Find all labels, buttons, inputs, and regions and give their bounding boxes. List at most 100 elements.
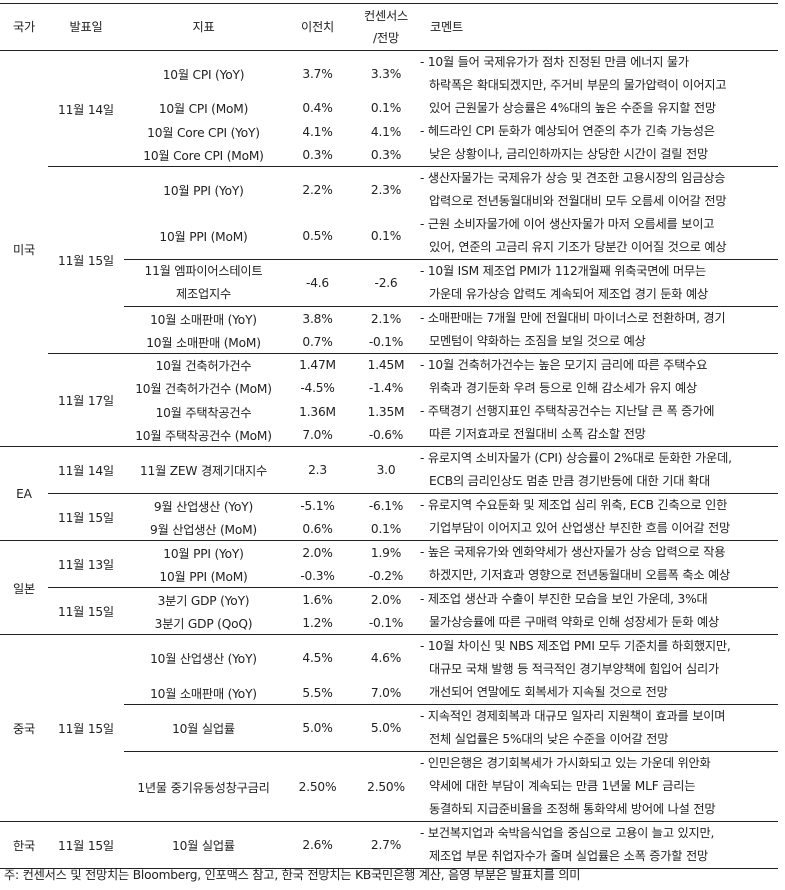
comment-line: - 소매판매는 7개월 만에 전월대비 마이너스로 전환하며, 경기 <box>420 311 726 325</box>
table-row: 11월 15일 10월 PPI (YoY) 2.2% 2.3% - 생산자물가는 국제유… <box>0 166 778 354</box>
table-row: 중국 11월 15일 10월 산업생산 (YoY) 4.5% 4.6% - 10월 차이신… <box>0 634 778 822</box>
comment-cell: - 제조업 생산과 수출이 부진한 모습을 보인 가운데, 3%대 물가상승률에 … <box>420 587 778 635</box>
comment-cell: - 10월 들어 국제유가가 점차 진정된 만큼 에너지 물가 하락폭은 확대되겠… <box>420 50 778 167</box>
comment-line: - 유로지역 수요둔화 및 제조업 심리 위축, ECB 긴축으로 인한 <box>420 498 728 512</box>
previous-value-cell: 5.0% <box>283 704 352 752</box>
indicator-cell: 10월 소매판매 (YoY) <box>150 312 257 327</box>
comment-line: - 생산자물가는 국제유가 상승 및 견조한 고용시장의 임금상승 <box>420 171 726 185</box>
comment-line: - 주택경기 선행지표인 주택착공건수는 지난달 큰 폭 증가에 <box>420 404 715 418</box>
table-row: 11월 엠파이어스테이트 제조업지수 -4.6 -2.6- 10월 ISM 제조업 P… <box>0 259 778 307</box>
consensus-value-cell: 0.1% <box>352 212 420 260</box>
comment-line: 위축과 경기둔화 우려 등으로 인해 감소세가 유지 예상 <box>429 381 697 395</box>
indicator-cell: 10월 PPI (YoY) <box>163 183 244 198</box>
comment-line: - 인민은행은 경기회복세가 가시화되고 있는 가운데 위안화 <box>420 756 711 770</box>
previous-value-cell: 0.3% <box>283 143 352 168</box>
indicator-cell: 10월 CPI (YoY) <box>162 67 245 82</box>
indicator-cell: 10월 주택착공건수 <box>155 405 252 420</box>
consensus-value-cell: -0.2% <box>352 564 420 588</box>
economic-calendar-table: 국가 발표일 지표 이전치 컨센서스 /전망 코멘트 미국 11월 14일 10월 … <box>0 3 778 869</box>
indicator-cell: 10월 산업생산 (YoY) <box>150 652 257 667</box>
table-row: 10월 PPI (MoM) 0.5% 0.1% <box>0 212 778 260</box>
header-consensus-line1: 컨센서스 <box>363 9 409 23</box>
comment-line: - 헤드라인 CPI 둔화가 예상되어 연준의 추가 긴축 가능성은 <box>420 124 715 138</box>
header-comment: 코멘트 <box>420 3 778 51</box>
table-row: 10월 소매판매 (YoY) 5.5% 7.0% <box>0 681 778 706</box>
release-date-cell: 11월 15일 <box>48 166 124 354</box>
indicator-cell: 10월 Core CPI (YoY) <box>147 125 260 140</box>
consensus-value-cell: 2.50% <box>352 751 420 822</box>
previous-value-cell: 3.7% <box>302 66 333 81</box>
release-date-cell: 11월 15일 <box>48 634 124 822</box>
previous-value-cell: 2.6% <box>283 821 352 869</box>
previous-value-cell: -4.6 <box>283 259 352 307</box>
indicator-line: 11월 엠파이어스테이트 <box>144 264 263 278</box>
comment-line: 동결하되 지급준비율을 조정해 통화약세 방어에 나설 전망 <box>429 802 716 816</box>
table-header-row: 국가 발표일 지표 이전치 컨센서스 /전망 코멘트 <box>0 3 778 51</box>
indicator-cell: 10월 실업률 <box>124 704 283 752</box>
table-row: 10월 소매판매 (MoM) 0.7% -0.1% <box>0 330 778 354</box>
comment-line: 물가상승률에 따른 구매력 약화로 인해 성장세가 둔화 예상 <box>429 615 720 629</box>
consensus-value-cell: 2.3% <box>370 182 402 197</box>
comment-line: - 보건복지업과 숙박음식업을 중심으로 고용이 늘고 있지만, <box>420 826 715 840</box>
indicator-cell: 10월 PPI (YoY) <box>163 546 244 561</box>
comment-line: 약세에 대한 부담이 계속되는 만큼 1년물 MLF 금리는 <box>429 779 696 793</box>
comment-line: ECB의 금리인상도 멈춘 만큼 경기반등에 대한 기대 확대 <box>429 474 710 488</box>
consensus-value-cell: 3.0 <box>352 446 420 494</box>
comment-line: 하락폭은 확대되겠지만, 주거비 부문의 물가압력이 이어지고 <box>429 78 727 92</box>
table-row: 일본 11월 13일 10월 PPI (YoY) 2.0% 1.9% - 높은 국제유가와… <box>0 540 778 635</box>
comment-line: 낮은 상황이나, 금리인하까지는 상당한 시간이 걸릴 전망 <box>429 147 709 161</box>
previous-value-cell: 1.36M <box>299 404 336 419</box>
previous-value-cell: 1.6% <box>302 592 333 607</box>
table-row: 3분기 GDP (QoQ) 1.2% -0.1% <box>0 611 778 635</box>
country-cell: 미국 <box>0 50 48 447</box>
country-cell: 중국 <box>0 634 48 822</box>
previous-value-cell: 2.2% <box>302 182 333 197</box>
header-consensus: 컨센서스 /전망 <box>352 3 420 51</box>
indicator-cell: 3분기 GDP (YoY) <box>157 593 250 608</box>
table-row: 10월 주택착공건수 1.36M 1.35M <box>0 400 778 423</box>
consensus-value-cell: -0.1% <box>352 611 420 635</box>
table-row: 미국 11월 14일 10월 CPI (YoY) 3.7% 3.3% - 10월 들어 국… <box>0 50 778 447</box>
consensus-value-cell: 1.35M <box>367 404 405 419</box>
table-row: EA 11월 14일 11월 ZEW 경제기대지수 2.3 3.0- 유로지역 소비자물… <box>0 446 778 541</box>
previous-value-cell: 2.0% <box>302 545 333 560</box>
consensus-value-cell: -6.1% <box>368 498 404 513</box>
comment-line: - 10월 ISM 제조업 PMI가 112개월째 위축국면에 머무는 <box>420 264 706 278</box>
comment-line: 제조업 부문 취업자수가 줄며 실업률은 소폭 증가할 전망 <box>429 849 709 863</box>
previous-value-cell: 7.0% <box>283 423 352 448</box>
comment-line: 가운데 유가상승 압력도 계속되어 제조업 경기 둔화 예상 <box>429 287 709 301</box>
indicator-cell: 10월 건축허가건수 (MoM) <box>135 382 272 397</box>
release-date-cell: 11월 14일 <box>48 446 124 494</box>
header-previous: 이전치 <box>283 3 352 51</box>
comment-line: - 유로지역 소비자물가 (CPI) 상승률이 2%대로 둔화한 가운데, <box>420 451 732 465</box>
indicator-line: 제조업지수 <box>175 287 232 301</box>
consensus-value-cell: 4.1% <box>370 124 402 139</box>
indicator-cell: 10월 소매판매 (MoM) <box>124 330 283 354</box>
comment-line: - 10월 건축허가건수는 높은 모기지 금리에 따른 주택수요 <box>420 358 708 372</box>
release-date-cell: 11월 14일 <box>48 50 124 167</box>
comment-line: - 지속적인 경제회복과 대규모 일자리 지원책이 효과를 보이며 <box>420 709 726 723</box>
table-row: 11월 17일 10월 건축허가건수 1.47M 1.45M - 10월 건축허가건수는… <box>0 353 778 447</box>
release-date-cell: 11월 15일 <box>48 587 124 635</box>
table-row: 10월 주택착공건수 (MoM) 7.0% -0.6% <box>0 423 778 448</box>
comment-cell: - 10월 차이신 및 NBS 제조업 PMI 모두 기준치를 하회했지만, 대규… <box>420 634 778 705</box>
consensus-value-cell: -1.4% <box>368 381 404 396</box>
indicator-cell: 1년물 중기유동성창구금리 <box>124 751 283 822</box>
comment-line: - 10월 차이신 및 NBS 제조업 PMI 모두 기준치를 하회했지만, <box>420 639 731 653</box>
indicator-cell: 10월 PPI (MoM) <box>124 564 283 588</box>
previous-value-cell: 2.50% <box>283 751 352 822</box>
comment-line: 모멘텀이 약화하는 조짐을 보일 것으로 예상 <box>429 334 646 348</box>
indicator-cell: 10월 Core CPI (MoM) <box>124 143 283 168</box>
indicator-cell: 10월 CPI (MoM) <box>158 102 249 117</box>
table-row: 10월 건축허가건수 (MoM) -4.5% -1.4% <box>0 377 778 400</box>
consensus-value-cell: 0.3% <box>352 143 420 168</box>
consensus-value-cell: 1.45M <box>367 358 405 373</box>
comment-cell: - 보건복지업과 숙박음식업을 중심으로 고용이 늘고 있지만, 제조업 부문 취… <box>420 821 778 869</box>
table-body: 미국 11월 14일 10월 CPI (YoY) 3.7% 3.3% - 10월 들어 국… <box>0 50 778 869</box>
previous-value-cell: 0.6% <box>283 517 352 541</box>
comment-line: 전체 실업률은 5%대의 낮은 수준을 이어갈 전망 <box>429 732 669 746</box>
comment-cell: - 유로지역 수요둔화 및 제조업 심리 위축, ECB 긴축으로 인한 기업부담… <box>420 493 778 541</box>
consensus-value-cell: 1.9% <box>370 545 402 560</box>
table-row: 10월 소매판매 (YoY) 3.8% 2.1% - 소매판매는 7개월 만에 전월대… <box>0 306 778 354</box>
